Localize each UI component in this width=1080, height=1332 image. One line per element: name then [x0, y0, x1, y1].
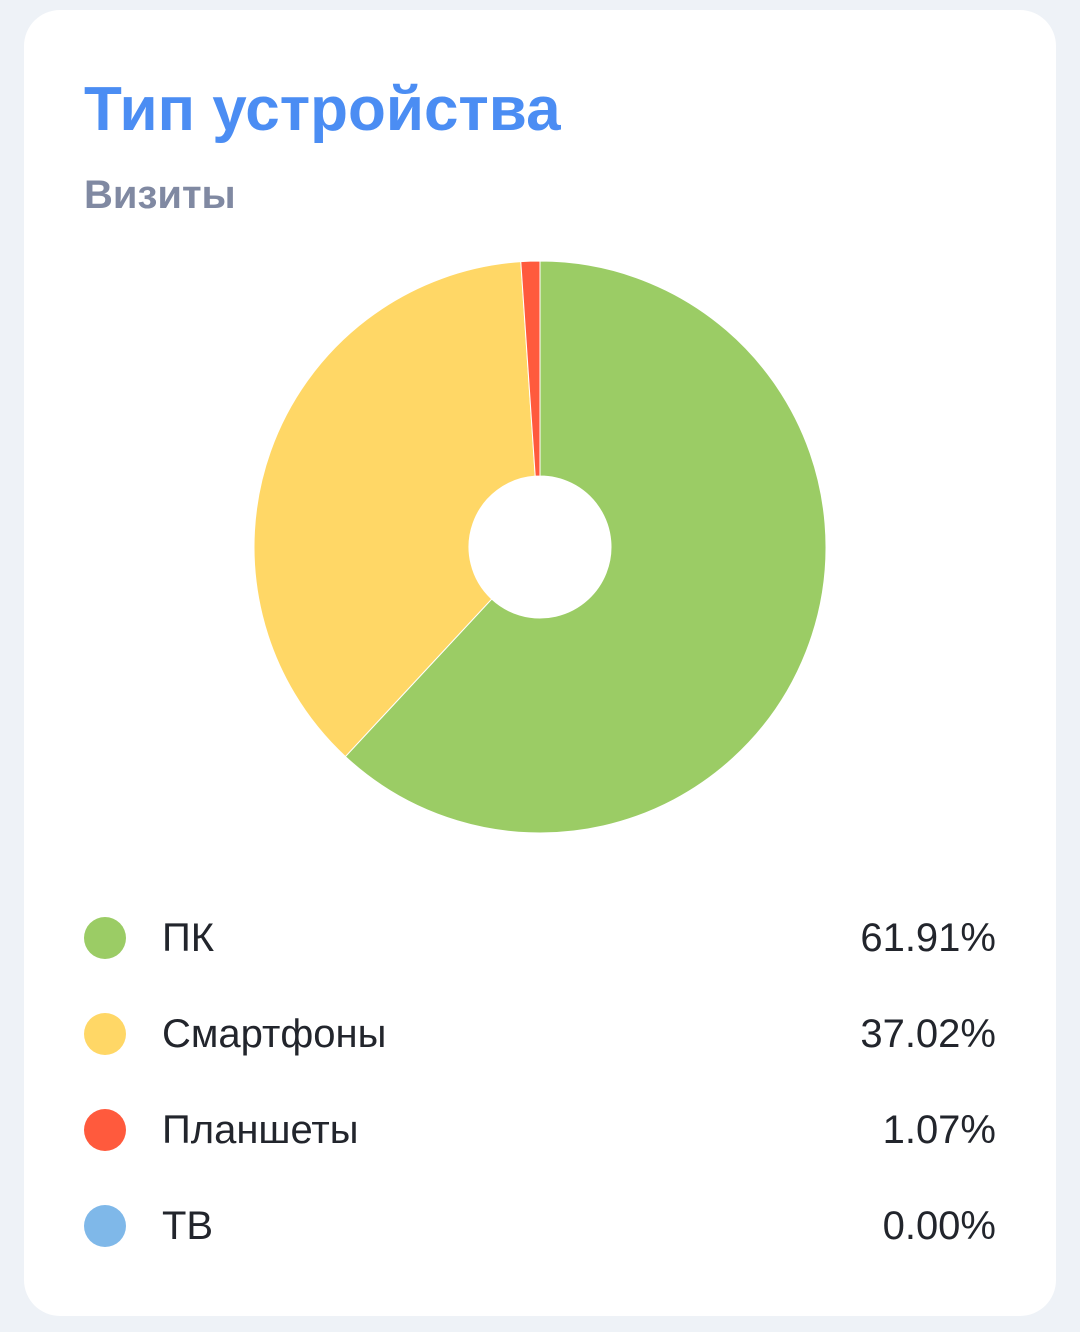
card-title: Тип устройства — [84, 75, 561, 144]
legend-swatch-tablets — [84, 1109, 126, 1151]
donut-slice-tablets[interactable] — [520, 260, 541, 477]
legend-value-smartphones: 37.02% — [860, 1011, 996, 1056]
donut-slice-pc[interactable] — [344, 260, 827, 834]
donut-chart — [253, 260, 827, 834]
legend-item-tv: ТВ 0.00% — [84, 1178, 996, 1274]
donut-slices — [253, 260, 827, 834]
device-type-card: Тип устройства Визиты ПК 61.91% Смартфон… — [24, 10, 1056, 1316]
legend-swatch-pc — [84, 917, 126, 959]
legend-item-tablets: Планшеты 1.07% — [84, 1082, 996, 1178]
chart-legend: ПК 61.91% Смартфоны 37.02% Планшеты 1.07… — [84, 890, 996, 1274]
legend-value-tablets: 1.07% — [882, 1107, 996, 1152]
legend-value-pc: 61.91% — [860, 915, 996, 960]
legend-label-tv: ТВ — [162, 1203, 214, 1248]
legend-swatch-smartphones — [84, 1013, 126, 1055]
legend-label-pc: ПК — [162, 915, 215, 960]
legend-swatch-tv — [84, 1205, 126, 1247]
legend-label-tablets: Планшеты — [162, 1107, 359, 1152]
legend-item-smartphones: Смартфоны 37.02% — [84, 986, 996, 1082]
legend-value-tv: 0.00% — [882, 1203, 996, 1248]
legend-label-smartphones: Смартфоны — [162, 1011, 387, 1056]
legend-item-pc: ПК 61.91% — [84, 890, 996, 986]
donut-slice-smartphones[interactable] — [253, 261, 536, 758]
card-subtitle: Визиты — [84, 173, 236, 217]
